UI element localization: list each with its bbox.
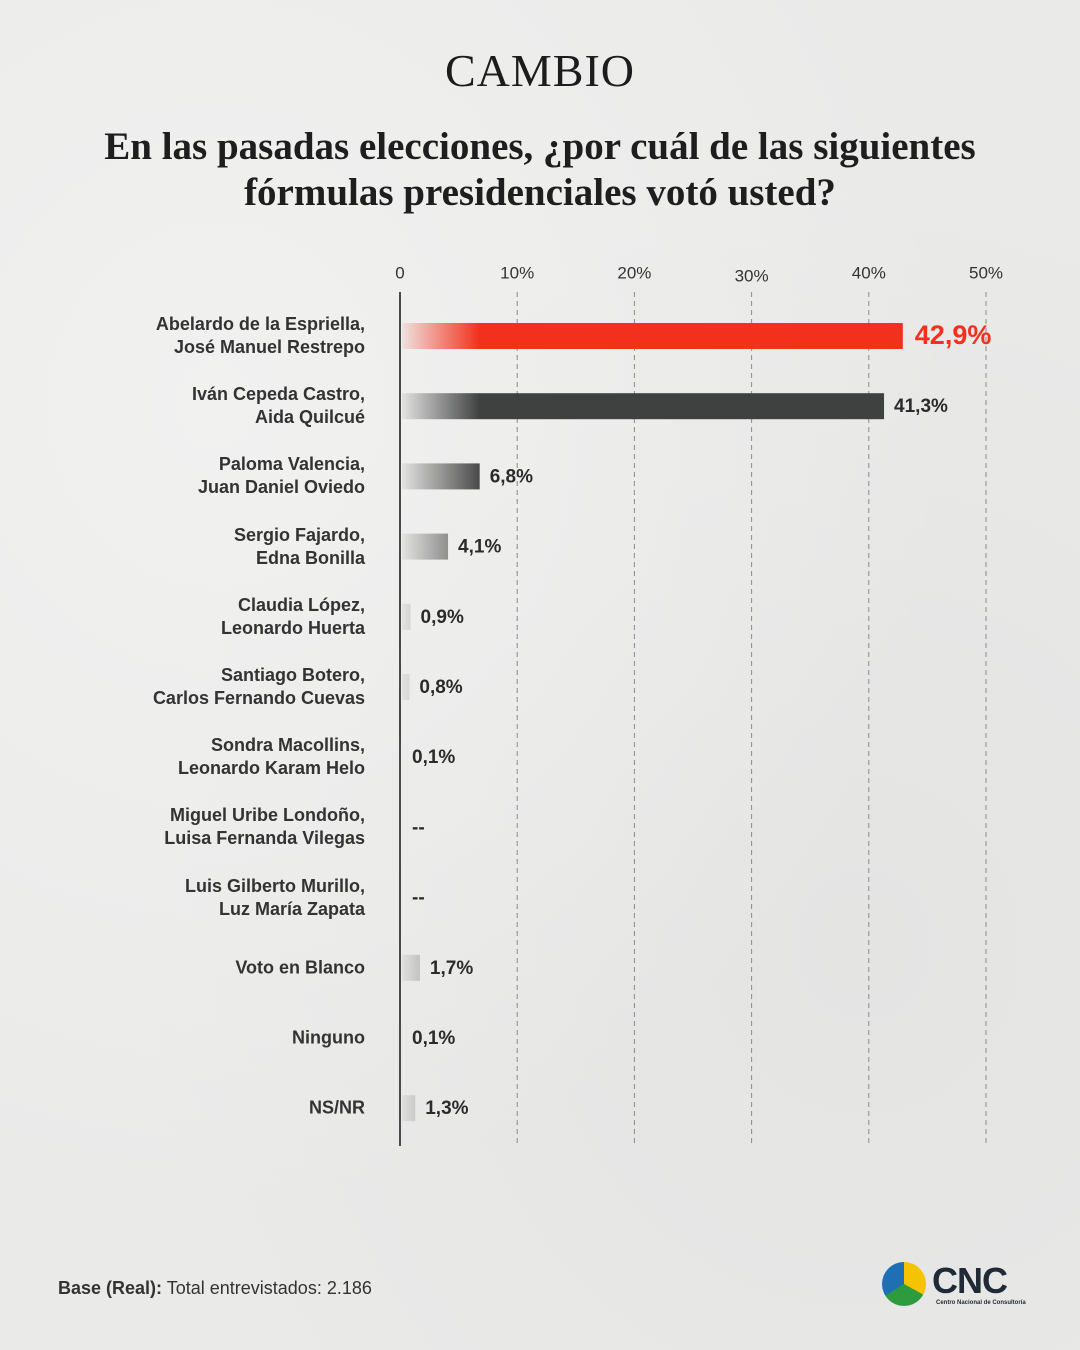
value-label: 0,1% <box>412 1028 455 1049</box>
category-label: Paloma Valencia, Juan Daniel Oviedo <box>197 454 365 498</box>
bar <box>402 1095 416 1122</box>
category-label: Iván Cepeda Castro, Aida Quilcué <box>191 384 365 428</box>
value-label: -- <box>412 888 425 909</box>
bar <box>402 674 410 700</box>
logo-icon <box>882 1262 926 1306</box>
logo: CNC Centro Nacional de Consultoría <box>882 1260 1032 1312</box>
value-label: 0,9% <box>421 607 464 628</box>
bar <box>402 393 885 420</box>
bar <box>402 463 480 490</box>
x-tick-label: 50% <box>969 263 1003 282</box>
x-tick-label: 20% <box>617 263 651 282</box>
value-label: 1,7% <box>430 958 473 979</box>
footer-text: Total entrevistados: 2.186 <box>166 1278 372 1298</box>
category-label: Ninguno <box>292 1027 365 1048</box>
bar <box>402 603 411 630</box>
x-tick-label: 30% <box>735 266 769 285</box>
x-tick-label: 0 <box>395 263 404 282</box>
value-label: 1,3% <box>425 1098 468 1119</box>
category-label: Luis Gilberto Murillo, Luz María Zapata <box>185 875 365 919</box>
logo-subtitle: Centro Nacional de Consultoría <box>936 1300 1026 1306</box>
category-label: Abelardo de la Espriella, José Manuel Re… <box>155 314 365 357</box>
category-label: NS/NR <box>308 1097 365 1118</box>
category-label: Claudia López, Leonardo Huerta <box>220 594 365 638</box>
value-label: 42,9% <box>915 320 992 350</box>
bar <box>402 954 420 981</box>
category-label: Santiago Botero, Carlos Fernando Cuevas <box>152 665 365 708</box>
category-label: Sondra Macollins, Leonardo Karam Helo <box>177 735 365 779</box>
bar <box>402 323 903 349</box>
category-label: Sergio Fajardo, Edna Bonilla <box>233 524 365 568</box>
category-label: Miguel Uribe Londoño, Luisa Fernanda Vil… <box>164 805 365 849</box>
chart-title: En las pasadas elecciones, ¿por cuál de … <box>104 125 976 214</box>
logo-name: CNC <box>932 1260 1008 1301</box>
value-label: 6,8% <box>490 466 533 487</box>
x-tick-label: 10% <box>500 263 534 282</box>
footer-label: Base (Real): <box>58 1278 163 1298</box>
value-label: 4,1% <box>458 537 501 558</box>
footer: Base (Real): Total entrevistados: 2.186 <box>58 1278 372 1299</box>
value-label: 41,3% <box>894 396 948 417</box>
value-label: -- <box>412 817 425 838</box>
category-label: Voto en Blanco <box>235 957 365 978</box>
x-tick-label: 40% <box>852 263 886 282</box>
value-label: 0,1% <box>412 747 455 768</box>
brand: CAMBIO <box>444 45 636 96</box>
bar <box>402 533 449 560</box>
value-label: 0,8% <box>419 677 462 698</box>
